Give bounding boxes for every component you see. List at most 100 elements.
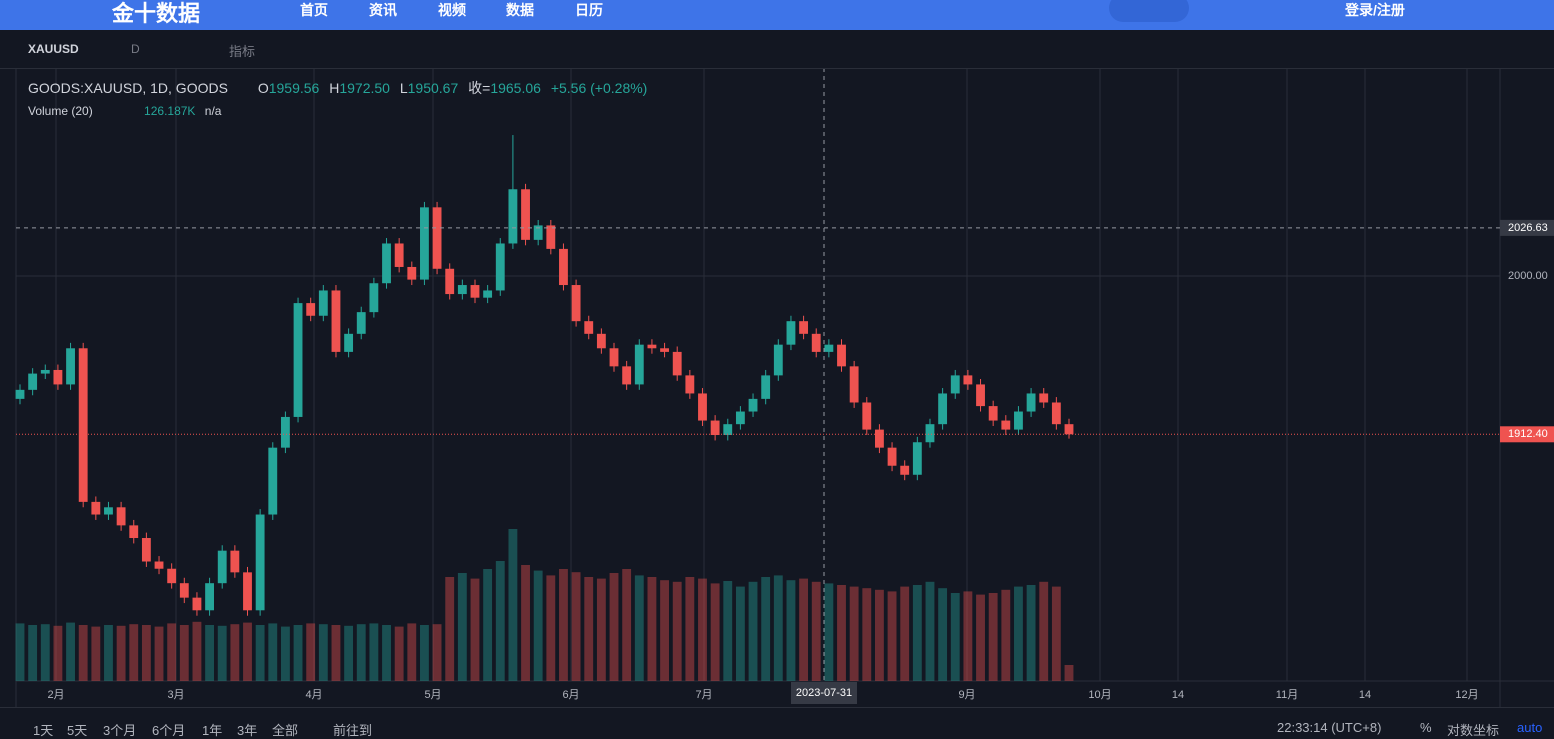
candle-body — [799, 321, 809, 334]
volume-bar — [356, 624, 366, 681]
candle-body — [596, 333, 606, 349]
volume-bar — [1001, 589, 1011, 681]
search-box[interactable] — [1109, 0, 1189, 22]
volume-bar — [596, 578, 606, 681]
volume-bar — [179, 625, 189, 681]
volume-bar — [331, 625, 341, 681]
candle-body — [230, 550, 240, 573]
range-button[interactable]: 3年 — [237, 723, 258, 738]
auto-toggle[interactable]: auto — [1517, 720, 1543, 735]
volume-bar — [647, 577, 657, 681]
clock: 22:33:14 (UTC+8) — [1277, 720, 1382, 735]
nav-link[interactable]: 日历 — [575, 2, 603, 18]
candle-body — [331, 290, 341, 352]
volume-bar — [280, 626, 290, 681]
candle-body — [811, 333, 821, 352]
logo[interactable]: 金十数据 — [112, 1, 201, 26]
candle-body — [293, 303, 303, 417]
volume-bar — [925, 581, 935, 681]
nav-link[interactable]: 数据 — [506, 2, 534, 18]
volume-bar — [976, 594, 985, 681]
login-link[interactable]: 登录/注册 — [1345, 2, 1405, 18]
candle-body — [382, 243, 391, 284]
nav-link[interactable]: 视频 — [438, 2, 466, 18]
candle-body — [141, 538, 151, 562]
candle-body — [78, 348, 88, 502]
volume-bar — [938, 588, 948, 681]
volume-bar — [1051, 586, 1061, 681]
range-button[interactable]: 1天 — [33, 723, 54, 738]
volume-value: 126.187K — [144, 104, 196, 118]
interval[interactable]: D — [131, 42, 140, 56]
last-price-label: 1912.40 — [1508, 428, 1548, 440]
volume-bar — [862, 588, 872, 681]
x-tick-label: 9月 — [958, 689, 975, 701]
candle-body — [571, 285, 581, 322]
range-button[interactable]: 6个月 — [152, 723, 186, 738]
log-toggle[interactable]: 对数坐标 — [1447, 723, 1500, 738]
volume-bar — [167, 623, 177, 681]
candle-body — [280, 416, 290, 448]
candle-body — [912, 442, 922, 475]
volume-bar — [344, 625, 354, 681]
nav-link[interactable]: 资讯 — [369, 2, 397, 18]
volume-bar — [255, 625, 265, 681]
candle-body — [1014, 411, 1023, 430]
candle-body — [167, 568, 177, 584]
candle-body — [445, 268, 455, 295]
volume-bar — [533, 570, 543, 681]
candle-body — [154, 561, 164, 569]
x-tick-label: 4月 — [305, 689, 322, 701]
range-button[interactable]: 3个月 — [103, 723, 137, 738]
volume-bar — [470, 578, 480, 681]
percent-toggle[interactable]: % — [1420, 720, 1432, 735]
x-tick-label: 3月 — [167, 689, 184, 701]
candle-body — [344, 333, 354, 352]
candle-body — [685, 375, 695, 394]
candle-body — [1026, 393, 1036, 412]
x-tick-label: 14 — [1359, 689, 1371, 701]
volume-bar — [15, 623, 25, 681]
goto-button[interactable]: 前往到 — [333, 723, 373, 738]
volume-bar — [217, 625, 227, 681]
crosshair-price-tag — [1500, 219, 1554, 236]
candle-body — [521, 189, 530, 240]
volume-bar — [394, 626, 404, 681]
candle-body — [988, 406, 998, 421]
volume-bar — [154, 626, 164, 681]
candle-body — [634, 344, 644, 385]
volume-bar — [710, 583, 720, 681]
volume-bar — [483, 569, 493, 681]
volume-bar — [672, 581, 682, 681]
candle-body — [369, 283, 379, 313]
range-button[interactable]: 全部 — [272, 723, 299, 738]
volume-bar — [78, 625, 88, 681]
range-button[interactable]: 1年 — [202, 723, 223, 738]
candle-body — [533, 225, 543, 240]
candle-body — [1051, 402, 1061, 425]
volume-bar — [584, 577, 594, 681]
candle-body — [849, 366, 859, 403]
legend-value: 1972.50 — [339, 80, 390, 96]
candle-body — [622, 366, 632, 385]
volume-bar — [382, 625, 391, 681]
volume-bar — [824, 583, 834, 681]
x-tick-label: 14 — [1172, 689, 1184, 701]
volume-bar — [912, 585, 922, 681]
candle-body — [53, 369, 63, 385]
symbol[interactable]: XAUUSD — [28, 42, 79, 56]
volume-bar — [293, 625, 303, 681]
candle-body — [470, 285, 480, 298]
range-button[interactable]: 5天 — [67, 723, 88, 738]
candle-body — [837, 344, 846, 367]
volume-bar — [230, 624, 240, 681]
candle-body — [723, 424, 733, 436]
nav-link[interactable]: 首页 — [300, 2, 328, 18]
crosshair-date-label: 2023-07-31 — [796, 687, 852, 699]
volume-bar — [950, 593, 960, 681]
volume-bar — [837, 585, 846, 681]
indicators-button[interactable]: 指标 — [229, 44, 256, 59]
volume-bar — [849, 586, 859, 681]
legend-value: 1959.56 — [268, 80, 320, 96]
